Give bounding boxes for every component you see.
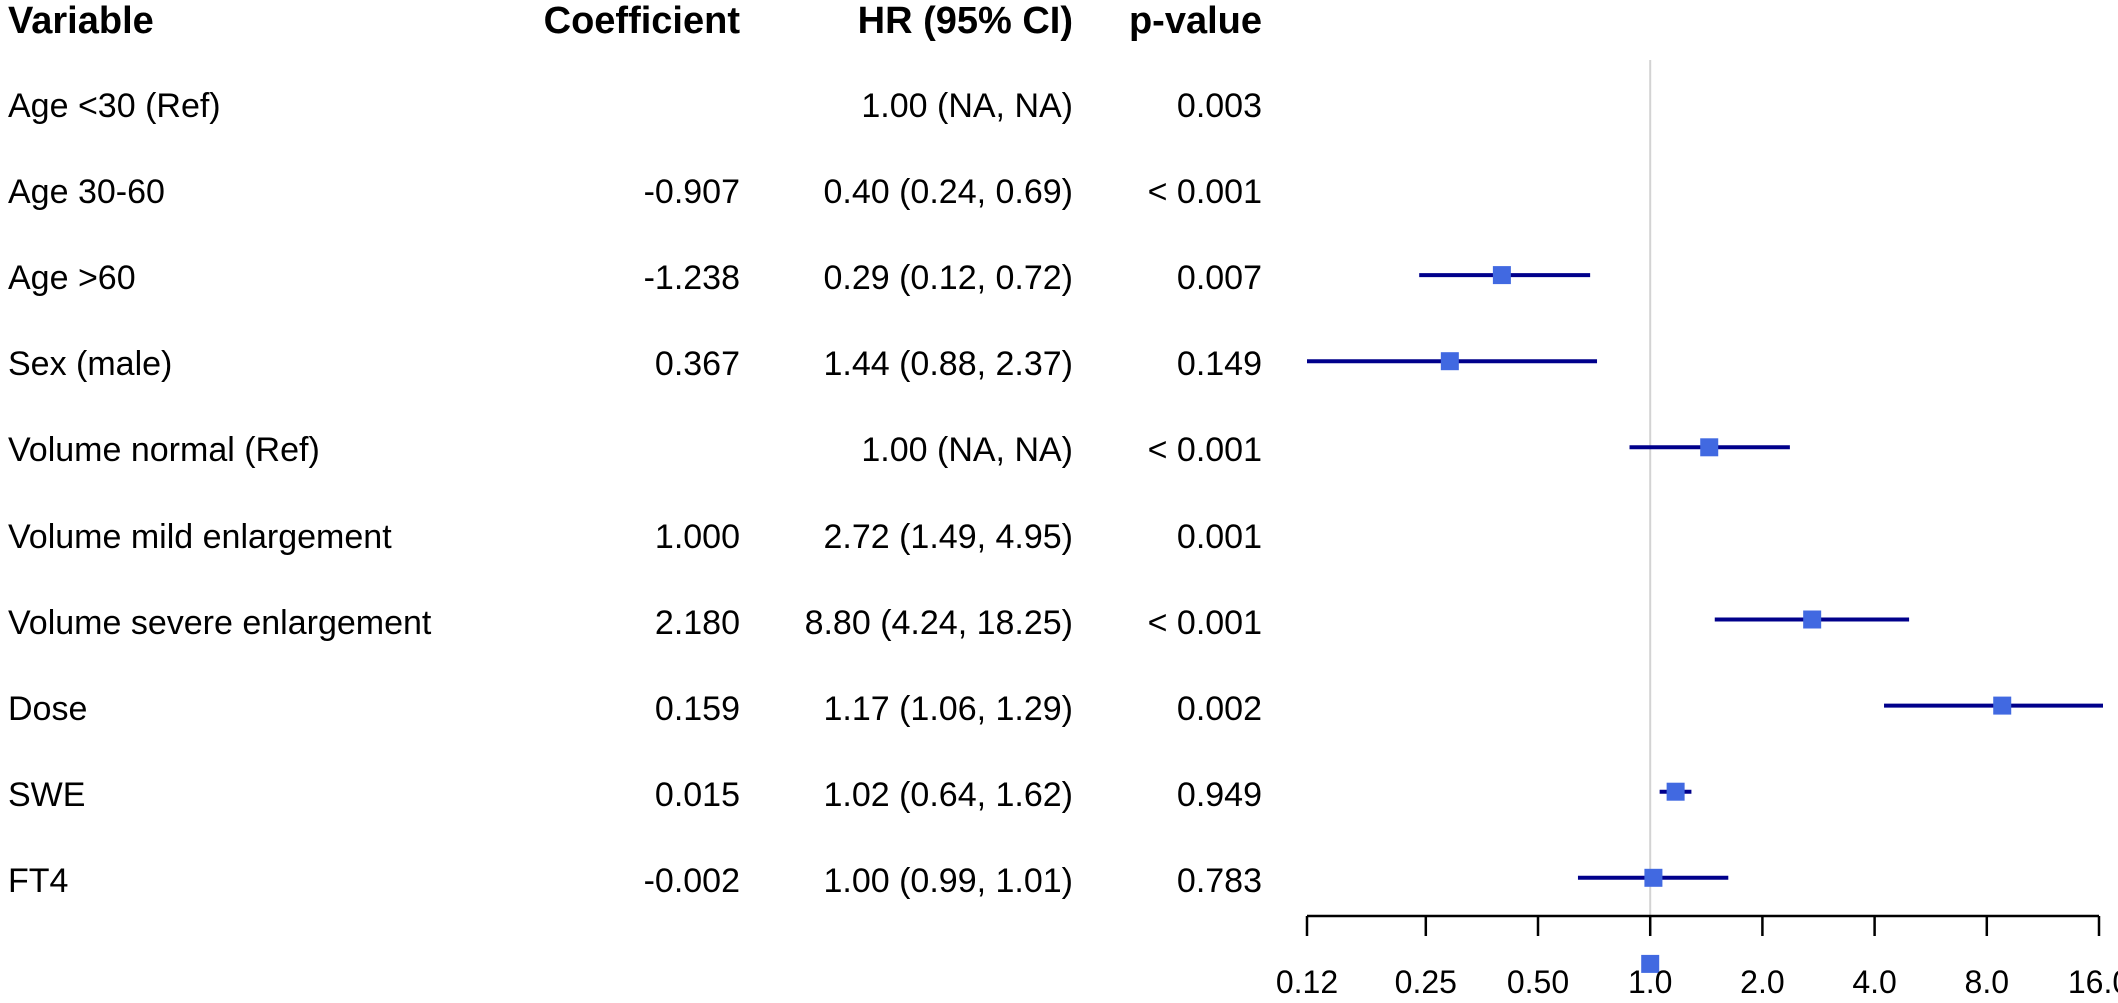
- row-coefficient: 0.159: [654, 689, 740, 728]
- row-hr: 0.29 (0.12, 0.72): [823, 259, 1073, 298]
- x-tick-label: 2.0: [1740, 964, 1784, 1000]
- row-variable: Volume mild enlargement: [8, 517, 392, 556]
- row-variable: Dose: [8, 689, 88, 728]
- row-coefficient: 0.367: [654, 345, 740, 384]
- row-coefficient: 2.180: [654, 603, 740, 642]
- row-variable: Volume normal (Ref): [8, 431, 320, 470]
- header-variable: Variable: [8, 0, 154, 42]
- x-tick-label: 8.0: [1965, 964, 2009, 1000]
- row-pvalue: 0.001: [1176, 517, 1262, 556]
- row-variable: Sex (male): [8, 345, 173, 384]
- x-tick-label: 0.25: [1395, 964, 1457, 1000]
- point-estimate: [1641, 954, 1660, 973]
- row-pvalue: < 0.001: [1147, 603, 1262, 642]
- row-hr: 0.40 (0.24, 0.69): [823, 173, 1073, 212]
- row-coefficient: -1.238: [643, 259, 740, 298]
- row-variable: FT4: [8, 861, 69, 900]
- x-tick-label: 4.0: [1852, 964, 1896, 1000]
- row-pvalue: 0.949: [1176, 775, 1262, 814]
- x-tick-label: 1.0: [1628, 964, 1672, 1000]
- row-variable: Age <30 (Ref): [8, 87, 221, 125]
- row-hr: 8.80 (4.24, 18.25): [804, 603, 1073, 642]
- row-pvalue: 0.149: [1176, 345, 1262, 384]
- header-coefficient: Coefficient: [543, 0, 740, 42]
- x-tick-label: 0.12: [1276, 964, 1338, 1000]
- point-estimate: [1492, 266, 1511, 285]
- row-coefficient: 0.015: [654, 775, 740, 814]
- row-hr: 1.44 (0.88, 2.37): [823, 345, 1073, 384]
- point-estimate: [1700, 438, 1719, 457]
- row-variable: SWE: [8, 775, 86, 814]
- x-tick-label: 16.0: [2068, 964, 2118, 1000]
- row-hr: 2.72 (1.49, 4.95): [823, 517, 1073, 556]
- point-estimate: [1993, 696, 2012, 715]
- row-coefficient: -0.002: [643, 861, 740, 900]
- row-hr: 1.00 (NA, NA): [861, 431, 1073, 470]
- row-variable: Volume severe enlargement: [8, 603, 432, 642]
- row-hr: 1.00 (NA, NA): [861, 87, 1073, 125]
- row-pvalue: 0.007: [1176, 259, 1262, 298]
- x-tick-label: 0.50: [1507, 964, 1569, 1000]
- row-pvalue: < 0.001: [1147, 431, 1262, 470]
- header-hr: HR (95% CI): [857, 0, 1073, 42]
- row-coefficient: 1.000: [654, 517, 740, 556]
- row-variable: Age >60: [8, 259, 136, 298]
- row-hr: 1.17 (1.06, 1.29): [823, 689, 1073, 728]
- row-hr: 1.00 (0.99, 1.01): [823, 861, 1073, 900]
- row-variable: Age 30-60: [8, 173, 165, 212]
- row-pvalue: 0.783: [1176, 861, 1262, 900]
- row-pvalue: 0.003: [1176, 87, 1262, 125]
- point-estimate: [1644, 868, 1663, 887]
- point-estimate: [1803, 610, 1822, 629]
- point-estimate: [1666, 782, 1685, 801]
- point-estimate: [1440, 352, 1459, 371]
- row-pvalue: < 0.001: [1147, 173, 1262, 212]
- row-coefficient: -0.907: [643, 173, 740, 212]
- header-pvalue: p-value: [1128, 0, 1262, 42]
- row-pvalue: 0.002: [1176, 689, 1262, 728]
- row-hr: 1.02 (0.64, 1.62): [823, 775, 1073, 814]
- x-axis: 0.12 0.25 0.50 1.0 2.0 4.0 8.0 16.0: [1276, 914, 2118, 1000]
- point-estimates-group: [1307, 266, 2103, 973]
